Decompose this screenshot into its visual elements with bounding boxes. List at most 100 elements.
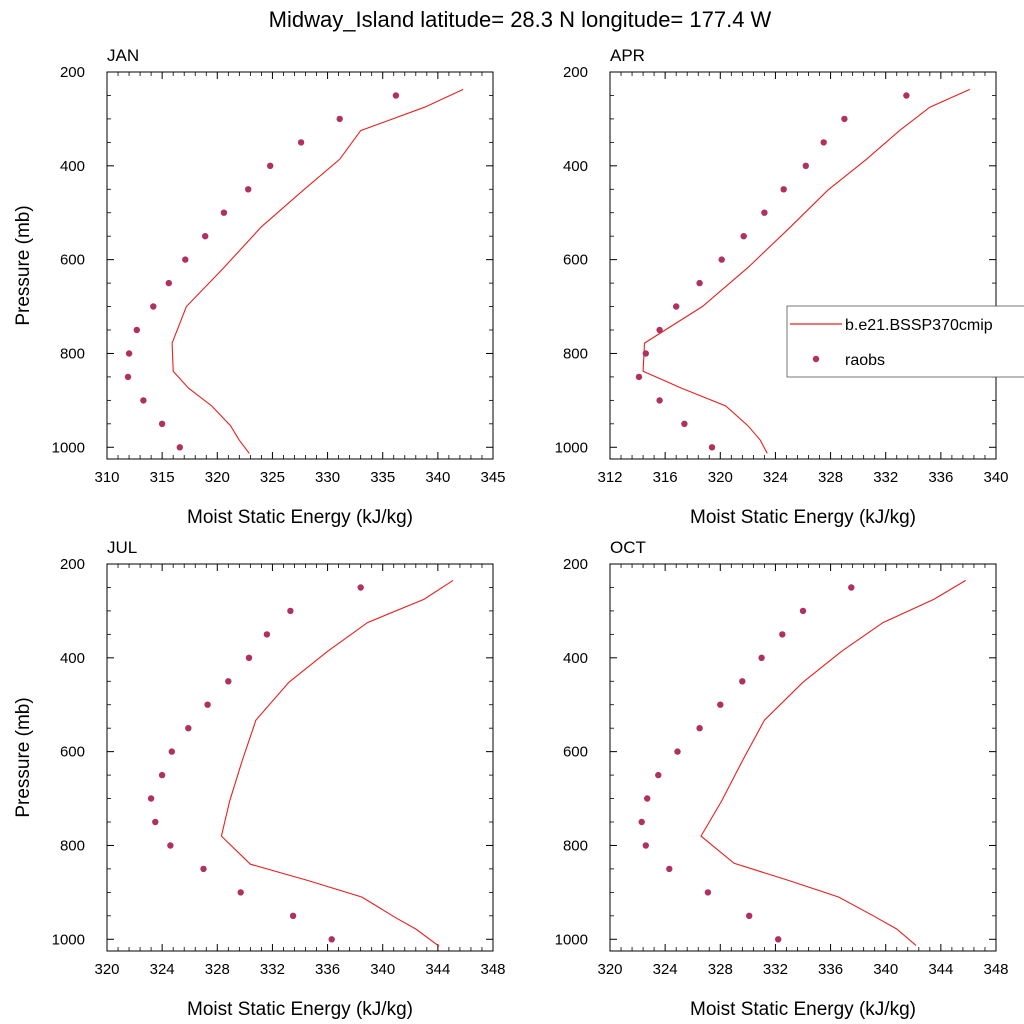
raobs-point [185,725,192,732]
raobs-point [125,350,133,357]
y-axis-label: Pressure (mb) [13,205,34,325]
raobs-point [176,444,183,451]
raobs-point [799,607,807,615]
model-series-line [220,579,454,947]
plot-frame [106,71,494,460]
legend-obs-label: raobs [845,352,885,369]
x-tick-label: 316 [653,469,678,486]
y-tick-label: 800 [60,345,85,362]
raobs-point [644,795,651,802]
panels: JAN 310 315 320 325 330 335 340 345 200 400 600 800 1… [13,46,1009,1020]
y-tick-label: 800 [60,837,85,854]
y-tick-label: 1000 [52,439,85,456]
raobs-point [673,303,680,310]
plot-frame [609,563,997,952]
raobs-point [696,279,703,287]
y-tick-label: 600 [563,252,588,269]
raobs-point [124,373,132,381]
x-tick-label: 348 [480,961,505,978]
y-tick-label: 600 [563,744,588,761]
x-tick-label: 320 [94,961,119,978]
raobs-point [297,139,305,146]
legend-model-label: b.e21.BSSP370cmip [845,317,993,334]
raobs-point [820,139,827,146]
x-tick-label: 328 [708,961,733,978]
raobs-point [666,865,673,873]
raobs-point [903,92,910,99]
x-tick-label: 324 [763,469,788,486]
raobs-point [780,186,787,193]
raobs-point [167,842,174,849]
x-tick-label: 332 [763,961,788,978]
x-tick-label: 345 [480,469,505,486]
legend-box [786,305,1024,378]
panel-jan: JAN 310 315 320 325 330 335 340 345 200 400 600 800 1… [13,46,506,528]
raobs-point [357,584,364,591]
x-tick-label: 330 [315,469,340,486]
x-tick-label: 320 [708,469,733,486]
raobs-point [168,748,175,755]
raobs-point [746,912,753,919]
plot-frame [609,71,997,460]
raobs-point [655,771,662,779]
raobs-point [289,912,297,919]
raobs-point [287,607,294,615]
panel-title: JAN [107,46,139,65]
raobs-point [802,162,809,169]
y-tick-label: 1000 [555,439,588,456]
raobs-point [656,397,663,404]
panel-title: JUL [107,538,137,557]
x-tick-label: 328 [205,961,230,978]
x-axis-label: Moist Static Energy (kJ/kg) [690,507,916,528]
x-tick-label: 324 [653,961,678,978]
x-tick-label: 315 [150,469,175,486]
raobs-point [182,256,189,263]
raobs-point [245,186,252,193]
raobs-point [704,889,712,896]
raobs-point [200,865,207,873]
legend: b.e21.BSSP370cmip raobs [786,305,1024,378]
figure-title: Midway_Island latitude= 28.3 N longitude… [269,7,772,32]
legend-obs-marker [812,355,820,363]
raobs-point [158,771,166,779]
raobs-point [267,162,274,169]
panel-title: OCT [610,538,646,557]
panel-oct: OCT 320 324 328 332 336 340 344 348 200 400 600 800 1… [555,538,1009,1020]
raobs-point [165,279,172,287]
x-axis-label: Moist Static Energy (kJ/kg) [690,999,916,1020]
x-tick-label: 310 [94,469,119,486]
x-tick-label: 344 [928,961,953,978]
x-tick-label: 335 [370,469,395,486]
raobs-point [237,889,244,896]
y-tick-label: 200 [563,556,588,573]
x-tick-label: 340 [873,961,898,978]
raobs-point [140,397,147,404]
x-tick-label: 336 [928,469,953,486]
raobs-point [718,256,725,263]
x-tick-label: 320 [205,469,230,486]
x-tick-label: 348 [983,961,1008,978]
raobs-point [336,115,343,123]
y-tick-label: 200 [60,556,85,573]
y-tick-label: 800 [563,345,588,362]
raobs-point [152,818,159,826]
x-tick-label: 336 [315,961,340,978]
raobs-point [635,373,643,381]
model-series-line [642,88,971,454]
raobs-point [758,654,765,661]
raobs-point [245,654,253,661]
x-tick-label: 332 [260,961,285,978]
raobs-point [642,842,649,849]
x-tick-label: 336 [818,961,843,978]
raobs-point [220,209,228,216]
raobs-point [740,233,747,240]
raobs-point [642,350,649,357]
y-tick-label: 200 [60,64,85,81]
raobs-point [202,233,209,240]
raobs-point [147,795,155,802]
y-axis-label: Pressure (mb) [13,697,34,817]
raobs-point [848,584,855,591]
x-tick-label: 332 [873,469,898,486]
raobs-point [761,209,768,216]
raobs-point [263,631,271,638]
